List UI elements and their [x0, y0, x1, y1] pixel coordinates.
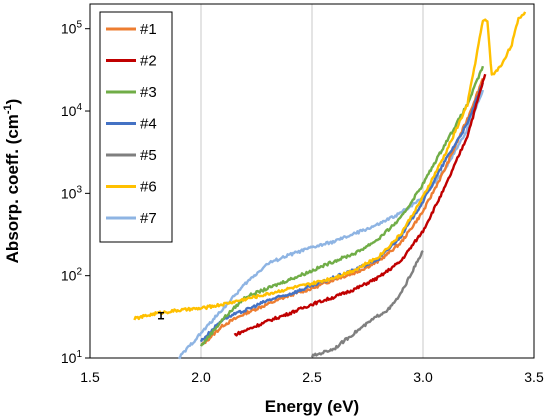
- y-axis-title-main: Absorp. coeff. (cm: [3, 114, 22, 263]
- x-tick-label: 2.5: [302, 369, 322, 385]
- series-line-3: [199, 65, 485, 347]
- y-tick-label: 105: [61, 20, 83, 37]
- series-line-5: [310, 250, 424, 358]
- x-tick-label: 2.0: [191, 369, 211, 385]
- series-line-6: [133, 11, 527, 321]
- y-axis-title-sup: -1: [2, 104, 14, 114]
- y-axis-title: Absorp. coeff. (cm-1): [2, 99, 22, 264]
- y-tick-label: 101: [61, 349, 83, 366]
- x-tick-label: 3.5: [524, 369, 544, 385]
- legend-label: #5: [140, 147, 157, 164]
- y-tick-label: 102: [61, 267, 83, 284]
- legend-frame: [99, 11, 173, 243]
- legend-label: #7: [140, 210, 157, 227]
- legend-label: #4: [140, 116, 157, 133]
- y-tick-label: 104: [61, 102, 83, 119]
- error-bar: [158, 311, 165, 320]
- x-tick-label: 1.5: [80, 369, 100, 385]
- grid-lines: [200, 4, 424, 358]
- legend-label: #6: [140, 179, 157, 196]
- x-tick-label: 3.0: [413, 369, 433, 385]
- legend: #1 #2 #3 #4 #5 #6 #7: [99, 11, 173, 243]
- y-tick-labels: 101 102 103 104 105: [61, 20, 90, 366]
- x-axis-title: Energy (eV): [265, 397, 359, 416]
- y-tick-label: 103: [61, 184, 83, 201]
- plot-area-frame: [89, 3, 535, 359]
- legend-label: #2: [140, 53, 157, 70]
- series-line-2: [233, 73, 487, 337]
- x-tick-labels: 1.5 2.0 2.5 3.0 3.5: [80, 369, 544, 385]
- series-line-4: [199, 82, 485, 343]
- legend-label: #1: [140, 21, 157, 38]
- series-line-1: [200, 77, 485, 347]
- y-axis-title-close: ): [3, 99, 22, 105]
- legend-label: #3: [140, 84, 157, 101]
- series-lines: [133, 11, 527, 360]
